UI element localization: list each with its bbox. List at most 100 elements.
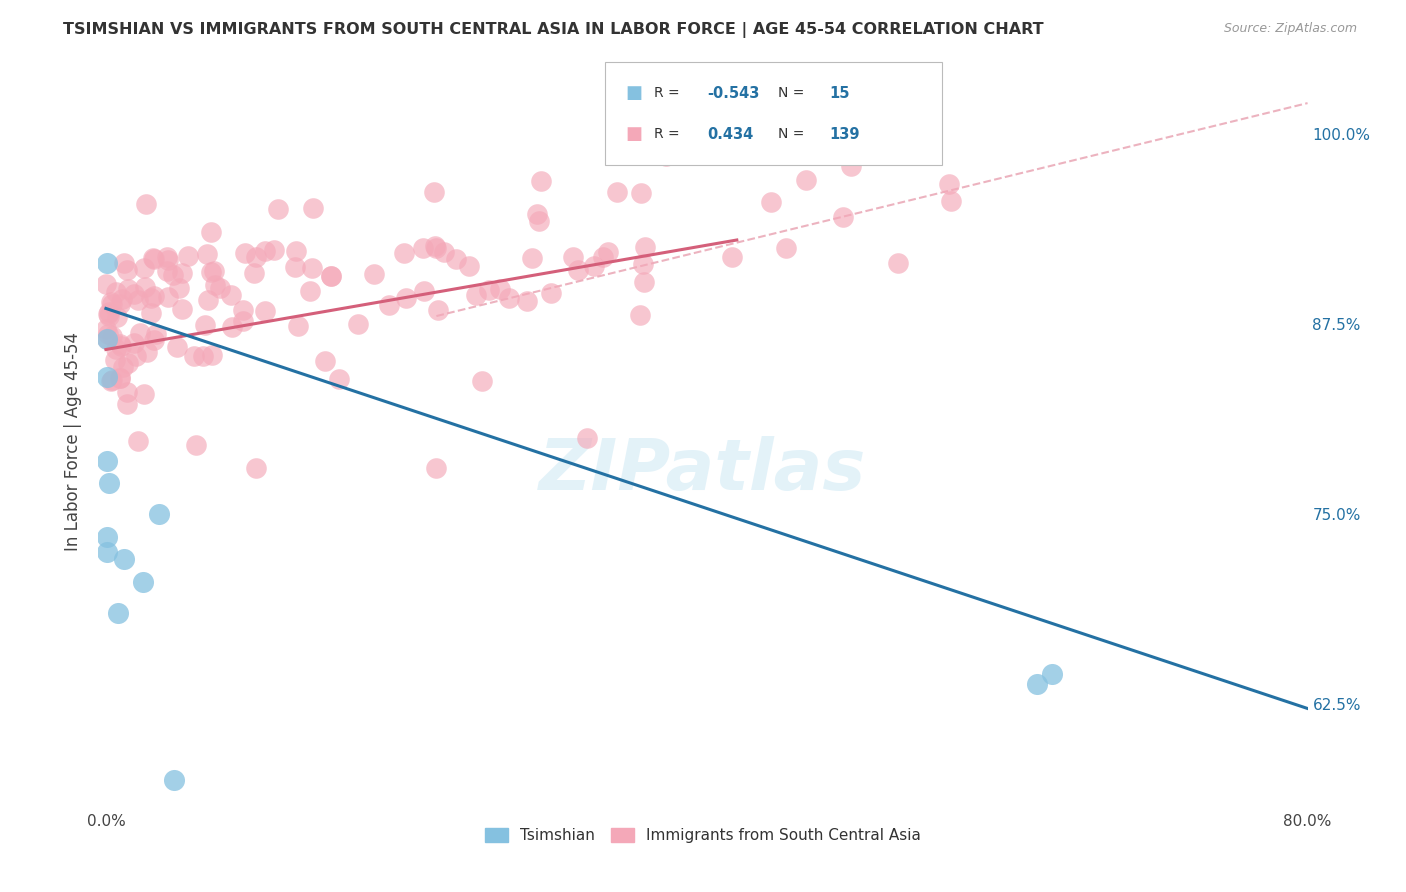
- Point: [170, 302, 193, 317]
- Point: [245, 250, 267, 264]
- Point: [1040, 666, 1063, 681]
- Point: [172, 266, 194, 280]
- Point: [321, 268, 343, 283]
- Point: [96, 332, 118, 346]
- Point: [194, 318, 217, 332]
- Text: 139: 139: [830, 127, 860, 142]
- Text: ■: ■: [626, 84, 643, 102]
- Point: [583, 259, 606, 273]
- Point: [938, 177, 960, 191]
- Point: [426, 303, 449, 318]
- Point: [97, 309, 120, 323]
- Point: [630, 308, 652, 322]
- Point: [471, 375, 494, 389]
- Point: [516, 293, 538, 308]
- Point: [489, 282, 512, 296]
- Point: [96, 453, 118, 467]
- Point: [1026, 677, 1049, 691]
- Point: [209, 280, 232, 294]
- Point: [117, 356, 139, 370]
- Point: [110, 339, 132, 353]
- Point: [111, 293, 134, 307]
- Point: [97, 327, 120, 342]
- Point: [425, 461, 447, 475]
- Point: [395, 291, 418, 305]
- Point: [125, 349, 148, 363]
- Point: [134, 280, 156, 294]
- Point: [633, 275, 655, 289]
- Point: [110, 297, 132, 311]
- Point: [526, 207, 548, 221]
- Point: [201, 348, 224, 362]
- Point: [108, 371, 131, 385]
- Point: [886, 256, 908, 270]
- Point: [761, 194, 783, 209]
- Point: [202, 264, 225, 278]
- Point: [243, 266, 266, 280]
- Point: [169, 281, 191, 295]
- Point: [321, 269, 343, 284]
- Point: [328, 372, 350, 386]
- Point: [135, 345, 157, 359]
- Point: [200, 265, 222, 279]
- Point: [112, 360, 135, 375]
- Legend: Tsimshian, Immigrants from South Central Asia: Tsimshian, Immigrants from South Central…: [479, 822, 927, 849]
- Y-axis label: In Labor Force | Age 45-54: In Labor Force | Age 45-54: [63, 332, 82, 551]
- Point: [97, 476, 120, 491]
- Point: [143, 333, 166, 347]
- Text: 15: 15: [830, 86, 851, 101]
- Point: [195, 247, 218, 261]
- Point: [520, 251, 543, 265]
- Point: [233, 246, 256, 260]
- Point: [96, 256, 118, 270]
- Point: [166, 340, 188, 354]
- Point: [204, 278, 226, 293]
- Point: [139, 291, 162, 305]
- Point: [101, 328, 124, 343]
- Point: [839, 159, 862, 173]
- Point: [142, 252, 165, 266]
- Point: [96, 277, 118, 291]
- Text: -0.543: -0.543: [707, 86, 759, 101]
- Point: [162, 772, 184, 787]
- Point: [97, 304, 120, 318]
- Point: [142, 252, 165, 266]
- Point: [606, 185, 628, 199]
- Point: [101, 297, 124, 311]
- Point: [115, 397, 138, 411]
- Point: [124, 336, 146, 351]
- Point: [630, 186, 652, 200]
- Point: [156, 250, 179, 264]
- Point: [105, 310, 128, 325]
- Point: [104, 353, 127, 368]
- Point: [540, 285, 562, 300]
- Point: [132, 575, 155, 590]
- Point: [527, 214, 550, 228]
- Point: [117, 282, 139, 296]
- Point: [464, 288, 486, 302]
- Point: [162, 268, 184, 283]
- Point: [115, 263, 138, 277]
- Point: [143, 289, 166, 303]
- Point: [266, 202, 288, 217]
- Point: [301, 260, 323, 275]
- Text: TSIMSHIAN VS IMMIGRANTS FROM SOUTH CENTRAL ASIA IN LABOR FORCE | AGE 45-54 CORRE: TSIMSHIAN VS IMMIGRANTS FROM SOUTH CENTR…: [63, 22, 1043, 38]
- Point: [412, 241, 434, 255]
- Point: [101, 373, 124, 387]
- Point: [100, 374, 122, 388]
- Point: [132, 260, 155, 275]
- Point: [596, 245, 619, 260]
- Point: [132, 387, 155, 401]
- Point: [110, 337, 132, 351]
- Point: [177, 249, 200, 263]
- Point: [129, 326, 152, 341]
- Point: [285, 244, 308, 258]
- Point: [156, 264, 179, 278]
- Point: [655, 149, 678, 163]
- Point: [592, 250, 614, 264]
- Text: N =: N =: [778, 87, 804, 100]
- Point: [148, 507, 170, 521]
- Text: R =: R =: [654, 128, 679, 141]
- Point: [96, 370, 118, 384]
- Point: [633, 239, 655, 253]
